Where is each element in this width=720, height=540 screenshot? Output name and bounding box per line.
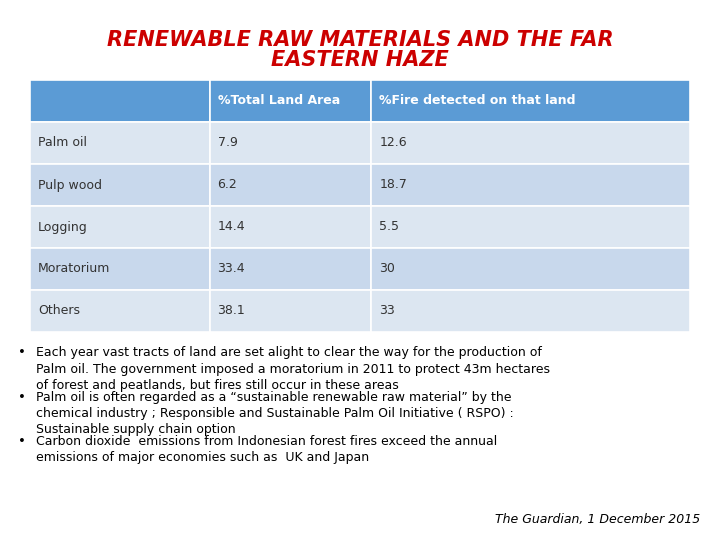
Text: RENEWABLE RAW MATERIALS AND THE FAR: RENEWABLE RAW MATERIALS AND THE FAR [107, 30, 613, 50]
Text: 38.1: 38.1 [217, 305, 246, 318]
Text: EASTERN HAZE: EASTERN HAZE [271, 50, 449, 70]
Text: The Guardian, 1 December 2015: The Guardian, 1 December 2015 [495, 513, 700, 526]
Bar [30, 164, 210, 206]
Text: 33.4: 33.4 [217, 262, 245, 275]
Text: 18.7: 18.7 [379, 179, 407, 192]
Bar [30, 80, 210, 122]
Text: 33: 33 [379, 305, 395, 318]
Bar [372, 164, 690, 206]
Text: %Total Land Area: %Total Land Area [217, 94, 340, 107]
Bar [30, 248, 210, 290]
Bar [372, 290, 690, 332]
Text: 6.2: 6.2 [217, 179, 238, 192]
Bar [372, 248, 690, 290]
Text: Others: Others [38, 305, 80, 318]
Text: 5.5: 5.5 [379, 220, 399, 233]
Text: %Fire detected on that land: %Fire detected on that land [379, 94, 576, 107]
Text: 12.6: 12.6 [379, 137, 407, 150]
Bar [30, 290, 210, 332]
Text: Palm oil is often regarded as a “sustainable renewable raw material” by the
chem: Palm oil is often regarded as a “sustain… [36, 390, 514, 436]
Text: Carbon dioxide  emissions from Indonesian forest fires exceed the annual
emissio: Carbon dioxide emissions from Indonesian… [36, 435, 498, 464]
Bar [210, 206, 372, 248]
Text: •: • [18, 435, 26, 448]
Bar [210, 164, 372, 206]
Text: Each year vast tracts of land are set alight to clear the way for the production: Each year vast tracts of land are set al… [36, 346, 550, 392]
Text: 30: 30 [379, 262, 395, 275]
Bar [210, 248, 372, 290]
Bar [30, 122, 210, 164]
Text: 14.4: 14.4 [217, 220, 245, 233]
Text: •: • [18, 390, 26, 403]
Bar [210, 122, 372, 164]
Bar [30, 206, 210, 248]
Text: Pulp wood: Pulp wood [38, 179, 102, 192]
Text: 7.9: 7.9 [217, 137, 238, 150]
Text: Logging: Logging [38, 220, 88, 233]
Bar [210, 290, 372, 332]
Bar [372, 122, 690, 164]
Text: •: • [18, 346, 26, 359]
Text: Moratorium: Moratorium [38, 262, 110, 275]
Bar [210, 80, 372, 122]
Text: Palm oil: Palm oil [38, 137, 87, 150]
Bar [372, 206, 690, 248]
Bar [372, 80, 690, 122]
